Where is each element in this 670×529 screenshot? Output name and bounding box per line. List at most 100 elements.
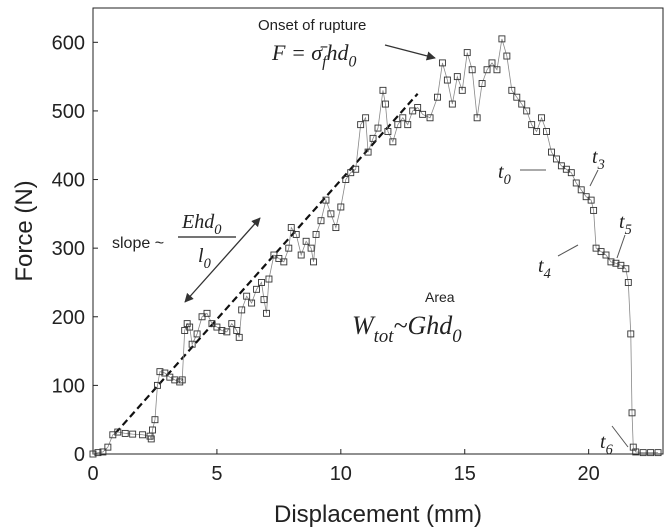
data-marker [337,203,345,211]
y-tick-label: 500 [52,101,85,123]
data-marker [352,165,360,173]
data-marker [263,309,270,317]
y-tick-label: 600 [52,32,85,54]
data-marker [404,121,412,129]
data-marker [89,450,97,458]
data-marker [538,114,546,122]
data-marker [590,206,598,214]
time-label-part: 3 [597,157,605,173]
data-marker [258,279,265,286]
area-formula: Wtot~Ghd0 [352,311,462,347]
data-marker [114,428,122,436]
pointer [616,234,626,259]
data-marker [235,333,243,341]
data-marker [357,121,365,129]
data-marker [178,376,186,384]
data-marker [176,378,184,386]
area-formula-part: ~Ghd [393,311,453,340]
data-marker [151,416,159,424]
data-marker [381,100,389,108]
data-marker [186,323,194,331]
slope-denominator-part: 0 [204,256,212,272]
x-axis-label: Displacement (mm) [274,501,482,528]
time-label: t6 [600,431,614,458]
area-formula-part: tot [374,326,395,347]
data-marker [602,251,610,259]
data-marker [374,124,382,132]
data-marker [523,107,531,115]
data-marker [156,368,164,376]
data-marker [458,86,466,94]
data-marker [238,306,246,314]
data-marker [121,429,129,437]
data-marker [218,327,226,334]
data-marker [260,296,268,304]
data-marker [307,244,315,252]
data-marker [228,320,236,328]
data-marker [503,52,511,60]
data-marker [493,66,501,74]
data-marker [399,114,407,122]
data-marker [171,376,179,384]
slope-numerator-part: 0 [214,222,222,238]
rupture-formula-part: hd [327,40,350,65]
data-marker [312,230,320,238]
pointer [557,244,579,257]
plot-frame [92,7,664,455]
time-label: t3 [592,146,605,173]
data-marker [513,93,521,101]
rupture-arrow [384,44,436,61]
data-marker [438,59,446,67]
data-marker [448,100,456,108]
x-tick-label: 5 [211,463,222,485]
data-marker [577,186,585,194]
rupture-label: Onset of rupture [258,17,366,34]
data-marker [463,49,471,57]
data-marker [468,66,476,74]
data-marker [292,230,300,238]
time-label: t4 [538,255,551,282]
pointer [589,169,599,187]
data-marker [369,134,377,142]
slope-label: slope ~ [112,235,164,252]
data-marker [147,435,155,443]
data-marker [478,80,486,87]
data-marker [488,59,496,67]
data-marker [302,237,310,245]
data-marker [498,35,506,43]
data-marker [384,128,392,135]
data-marker [624,279,632,286]
data-marker [248,299,256,307]
data-marker [317,217,325,225]
time-label-part: t [538,255,544,277]
data-marker [94,449,102,457]
data-line [92,38,659,455]
x-tick-label: 20 [578,463,600,485]
data-marker [654,449,662,457]
data-marker [203,309,211,317]
data-marker [223,328,231,336]
slope-numerator-part: Ehd [181,211,215,233]
data-marker [322,196,330,204]
data-marker [233,327,241,334]
data-marker [572,179,580,187]
data-marker [552,155,560,163]
data-marker [379,86,387,94]
time-label-part: t [619,211,625,233]
data-marker [473,114,481,122]
data-marker [129,430,137,438]
data-marker [161,369,169,377]
data-marker [253,285,261,293]
data-marker [243,292,251,300]
data-marker [443,76,451,84]
y-tick-label: 400 [52,170,85,192]
rupture-formula: F = σ̄fhd0 [271,40,357,71]
data-marker [587,196,595,204]
y-tick-label: 0 [74,444,85,466]
fit-line [114,93,419,435]
time-label: t0 [498,161,512,188]
data-marker [104,443,112,451]
data-marker [327,210,335,218]
data-marker [297,251,305,259]
data-marker [508,86,516,94]
